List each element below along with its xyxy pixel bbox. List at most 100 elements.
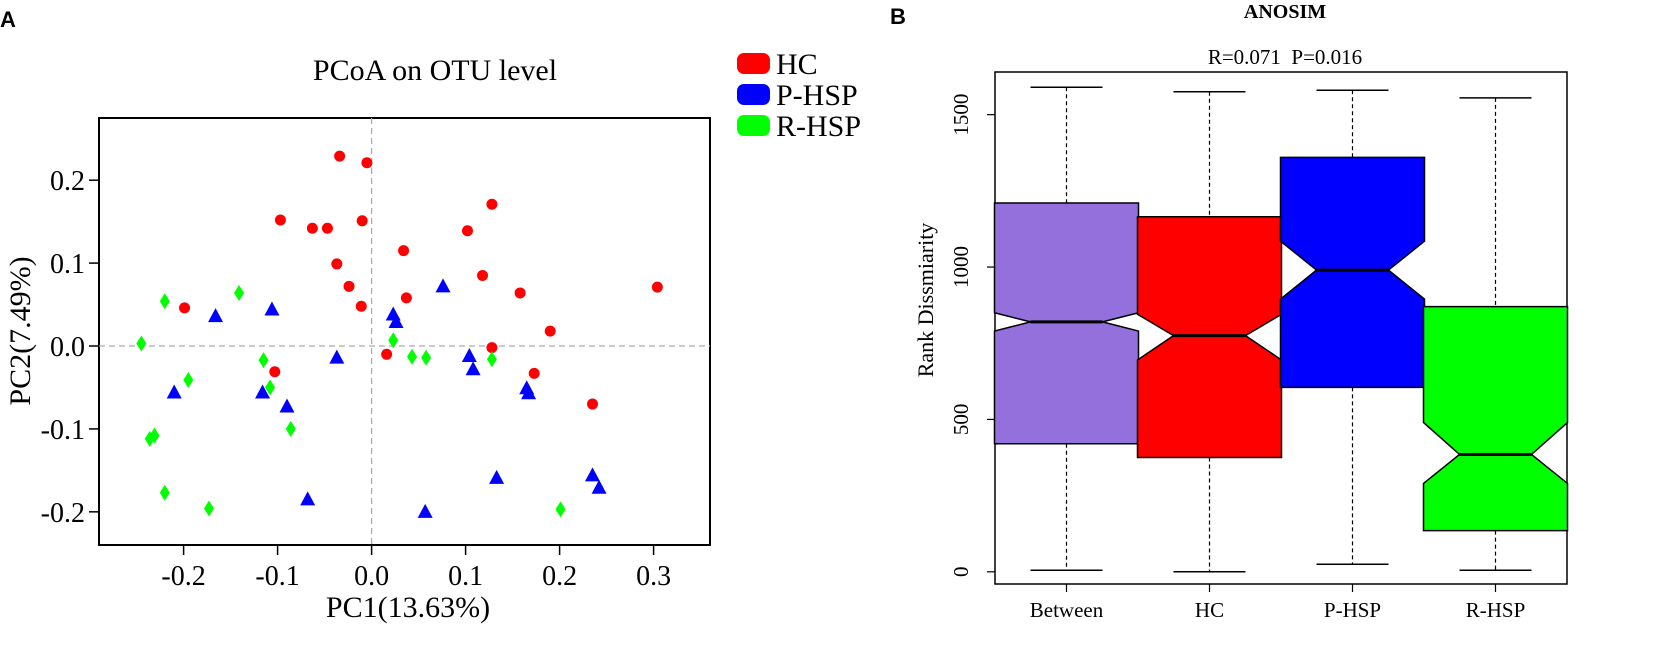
- point-hc: [334, 150, 346, 162]
- point-p-hsp: [300, 491, 316, 506]
- panel-a: A PCoA on OTU level -0.2 -0.1 0.0 0.1 0.2 0.3…: [0, 7, 861, 624]
- pcoa-x-tick-label: 0.1: [448, 561, 483, 592]
- legend-swatch-hc: [737, 53, 770, 74]
- point-hc: [381, 348, 393, 360]
- pcoa-x-axis: -0.2 -0.1 0.0 0.1 0.2 0.3: [161, 545, 671, 592]
- point-r-hsp: [203, 500, 214, 517]
- pcoa-x-axis-title: PC1(13.63%): [326, 591, 490, 624]
- point-hc: [306, 222, 318, 234]
- anosim-y-tick-label: 0: [949, 567, 973, 578]
- pcoa-x-tick-label: 0.0: [354, 561, 389, 592]
- point-r-hsp: [234, 284, 245, 301]
- point-hc: [398, 245, 410, 257]
- point-hc: [355, 300, 367, 312]
- pcoa-y-tick-label: -0.1: [41, 415, 85, 446]
- point-hc: [587, 398, 598, 410]
- point-hc: [321, 222, 333, 234]
- anosim-y-axis-title: Rank Dissmiarity: [913, 223, 938, 378]
- point-r-hsp: [149, 427, 160, 444]
- anosim-x-tick-label: HC: [1195, 598, 1224, 622]
- anosim-x-tick-label: P-HSP: [1324, 598, 1381, 622]
- point-p-hsp: [461, 347, 477, 362]
- point-p-hsp: [591, 479, 607, 494]
- point-p-hsp: [166, 384, 182, 399]
- point-hc: [477, 270, 489, 282]
- point-p-hsp: [489, 469, 505, 484]
- anosim-x-tick-label: R-HSP: [1466, 598, 1526, 622]
- anosim-x-axis: Between HC P-HSP R-HSP: [1030, 584, 1526, 622]
- anosim-y-axis: 0 500 1000 1500: [949, 94, 995, 577]
- box-p-hsp: [1279, 156, 1426, 389]
- anosim-x-tick-label: Between: [1030, 598, 1104, 622]
- point-hc: [269, 366, 281, 378]
- anosim-statistics: R=0.071 P=0.016: [1208, 45, 1362, 69]
- point-hc: [331, 258, 343, 270]
- legend-label-r-hsp: R-HSP: [776, 110, 861, 143]
- point-hc: [514, 287, 526, 299]
- pcoa-y-tick-label: 0.1: [50, 249, 85, 280]
- pcoa-points: [136, 150, 663, 518]
- anosim-y-tick-label: 500: [949, 404, 973, 436]
- point-p-hsp: [388, 313, 404, 328]
- legend-label-p-hsp: P-HSP: [776, 79, 858, 112]
- box-r-hsp: [1422, 305, 1569, 532]
- point-r-hsp: [407, 348, 418, 365]
- point-hc: [486, 342, 498, 354]
- point-p-hsp: [264, 301, 280, 316]
- point-r-hsp: [486, 351, 497, 368]
- point-hc: [356, 215, 368, 227]
- point-p-hsp: [329, 349, 345, 364]
- point-p-hsp: [435, 278, 451, 293]
- point-hc: [361, 157, 373, 169]
- legend-swatch-p-hsp: [737, 84, 770, 105]
- pcoa-reference-lines: [99, 118, 710, 545]
- point-p-hsp: [385, 306, 401, 321]
- point-r-hsp: [555, 501, 566, 518]
- point-r-hsp: [388, 332, 399, 349]
- point-p-hsp: [279, 398, 295, 413]
- anosim-title: ANOSIM: [1244, 1, 1326, 23]
- point-r-hsp: [136, 335, 147, 352]
- point-hc: [461, 225, 473, 237]
- point-hc: [343, 280, 355, 292]
- point-p-hsp: [521, 385, 537, 400]
- anosim-boxes: [993, 86, 1569, 573]
- panel-b: B ANOSIM R=0.071 P=0.016 0 500 1000 1500 Be…: [890, 1, 1569, 622]
- pcoa-plot-frame: [98, 117, 711, 546]
- anosim-y-tick-label: 1500: [949, 94, 973, 136]
- pcoa-y-tick-label: 0.0: [50, 332, 85, 363]
- point-p-hsp: [585, 467, 600, 482]
- point-p-hsp: [465, 361, 481, 376]
- point-hc: [528, 367, 540, 379]
- point-r-hsp: [258, 352, 269, 369]
- anosim-y-tick-label: 1000: [949, 246, 973, 288]
- pcoa-y-axis: 0.2 0.1 0.0 -0.1 -0.2: [41, 166, 99, 529]
- pcoa-x-tick-label: -0.2: [161, 561, 205, 592]
- panel-a-letter: A: [0, 7, 16, 32]
- point-r-hsp: [183, 372, 194, 389]
- point-hc: [400, 292, 412, 304]
- point-p-hsp: [417, 503, 433, 518]
- pcoa-y-tick-label: -0.2: [41, 498, 85, 529]
- pcoa-y-tick-label: 0.2: [50, 166, 85, 197]
- panel-b-letter: B: [890, 4, 906, 29]
- point-r-hsp: [421, 349, 432, 366]
- pcoa-x-tick-label: -0.1: [255, 561, 299, 592]
- box-between: [993, 202, 1140, 445]
- box-hc: [1136, 216, 1283, 459]
- pcoa-x-tick-label: 0.2: [542, 561, 577, 592]
- point-p-hsp: [255, 384, 271, 399]
- point-p-hsp: [208, 308, 224, 323]
- point-hc: [179, 302, 191, 314]
- point-hc: [651, 281, 663, 293]
- point-hc: [544, 325, 556, 337]
- pcoa-x-tick-label: 0.3: [636, 561, 671, 592]
- point-r-hsp: [265, 379, 276, 396]
- pcoa-title: PCoA on OTU level: [313, 54, 557, 87]
- point-hc: [486, 198, 498, 210]
- point-hc: [274, 214, 286, 226]
- point-r-hsp: [159, 293, 170, 310]
- legend-label-hc: HC: [776, 48, 818, 81]
